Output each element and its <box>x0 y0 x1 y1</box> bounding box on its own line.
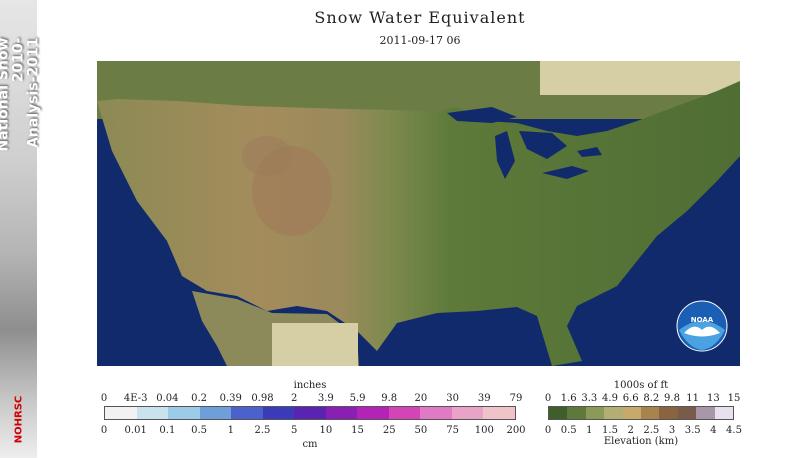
swe-cm-tick: 0.1 <box>159 425 176 436</box>
swe-color-cell-8 <box>357 407 389 419</box>
swe-inches-tick: 0.2 <box>191 393 208 404</box>
sidebar-title: National Snow 2010- Analysis-2011 <box>0 37 42 152</box>
swe-inches-tick: 39 <box>477 393 491 404</box>
elev-color-cell-0 <box>549 407 568 419</box>
swe-inches-tick: 30 <box>446 393 459 404</box>
elev-color-cell-3 <box>604 407 623 419</box>
elev-color-cell-2 <box>585 407 605 419</box>
elev-ft-tick: 3.3 <box>581 393 598 404</box>
swe-color-cell-1 <box>136 407 169 419</box>
elev-km-tick: 1 <box>586 425 593 436</box>
swe-color-cell-9 <box>388 407 421 419</box>
elev-km-tick: 3.5 <box>684 425 701 436</box>
no-data-area <box>540 61 740 95</box>
elev-ft-tick: 6.6 <box>622 393 639 404</box>
swe-cm-tick: 100 <box>474 425 494 436</box>
elev-color-cell-4 <box>622 407 642 419</box>
swe-cm-tick: 75 <box>446 425 459 436</box>
swe-color-cell-12 <box>483 407 515 419</box>
swe-inches-tick: 0.39 <box>219 393 242 404</box>
elev-ft-tick: 11 <box>686 393 700 404</box>
snow-map <box>97 61 740 366</box>
swe-cm-tick: 200 <box>506 425 526 436</box>
swe-cm-tick: 15 <box>351 425 364 436</box>
swe-inches-tick: 4E-3 <box>123 393 148 404</box>
us-terrain-map <box>97 61 740 366</box>
elev-color-cell-5 <box>641 407 660 419</box>
elev-km-tick: 2 <box>627 425 634 436</box>
elev-unit-ft: 1000s of ft <box>613 380 669 391</box>
elev-km-tick: 0 <box>544 425 552 436</box>
swe-inches-tick: 79 <box>509 393 523 404</box>
elev-color-bar <box>548 406 734 420</box>
swe-color-cell-3 <box>199 407 232 419</box>
swe-cm-tick: 0.01 <box>124 425 147 436</box>
swe-color-cell-6 <box>294 407 326 419</box>
elev-ft-tick: 1.6 <box>560 393 577 404</box>
swe-unit-inches: inches <box>293 380 327 391</box>
elev-ft-tick: 0 <box>544 393 552 404</box>
nohrsc-logo: NOHRSC <box>13 395 25 444</box>
swe-cm-tick: 25 <box>382 425 396 436</box>
swe-cm-tick: 50 <box>414 425 428 436</box>
swe-inches-tick: 0.98 <box>251 393 274 404</box>
swe-cm-tick: 10 <box>319 425 333 436</box>
elev-ft-tick: 15 <box>727 393 741 404</box>
elev-km-tick: 4 <box>710 425 717 436</box>
swe-inches-tick: 9.8 <box>381 393 398 404</box>
elev-color-cell-9 <box>714 407 734 419</box>
swe-color-cell-7 <box>325 407 358 419</box>
swe-color-cell-4 <box>231 407 263 419</box>
map-datetime: 2011-09-17 06 <box>379 34 461 47</box>
elev-color-cell-1 <box>567 407 586 419</box>
elev-km-tick: 4.5 <box>726 425 742 436</box>
elev-color-cell-8 <box>696 407 715 419</box>
swe-cm-tick: 5 <box>290 425 298 436</box>
swe-color-cell-11 <box>451 407 484 419</box>
elev-color-cell-6 <box>659 407 678 419</box>
elev-color-cell-7 <box>677 407 697 419</box>
no-data-mexico <box>272 323 358 366</box>
swe-inches-tick: 5.9 <box>349 393 366 404</box>
svg-text:NOAA: NOAA <box>691 316 714 324</box>
swe-inches-tick: 20 <box>414 393 428 404</box>
sidebar-banner: National Snow 2010- Analysis-2011 NOHRSC <box>0 0 42 458</box>
swe-color-cell-0 <box>105 407 137 419</box>
elev-ft-tick: 8.2 <box>643 393 660 404</box>
elev-km-tick: 0.5 <box>560 425 577 436</box>
swe-inches-tick: 0 <box>100 393 108 404</box>
swe-cm-tick: 1 <box>227 425 234 436</box>
elev-ft-tick: 9.8 <box>664 393 680 404</box>
elev-km-tick: 3 <box>668 425 676 436</box>
elev-km-tick: 1.5 <box>602 425 618 436</box>
swe-color-cell-10 <box>420 407 452 419</box>
elev-ft-tick: 4.9 <box>602 393 618 404</box>
swe-cm-tick: 0 <box>100 425 108 436</box>
swe-unit-cm: cm <box>302 439 318 450</box>
swe-cm-tick: 0.5 <box>191 425 208 436</box>
swe-cm-tick: 2.5 <box>254 425 271 436</box>
map-title: Snow Water Equivalent <box>314 8 526 27</box>
elev-unit-km: Elevation (km) <box>603 436 679 447</box>
swe-inches-tick: 3.9 <box>317 393 334 404</box>
swe-color-cell-5 <box>262 407 295 419</box>
elev-ft-tick: 13 <box>706 393 720 404</box>
swe-inches-tick: 2 <box>290 393 298 404</box>
elev-km-tick: 2.5 <box>643 425 660 436</box>
swe-color-cell-2 <box>168 407 200 419</box>
swe-inches-tick: 0.04 <box>156 393 179 404</box>
swe-color-bar <box>104 406 516 420</box>
noaa-logo: NOAA <box>676 300 728 352</box>
